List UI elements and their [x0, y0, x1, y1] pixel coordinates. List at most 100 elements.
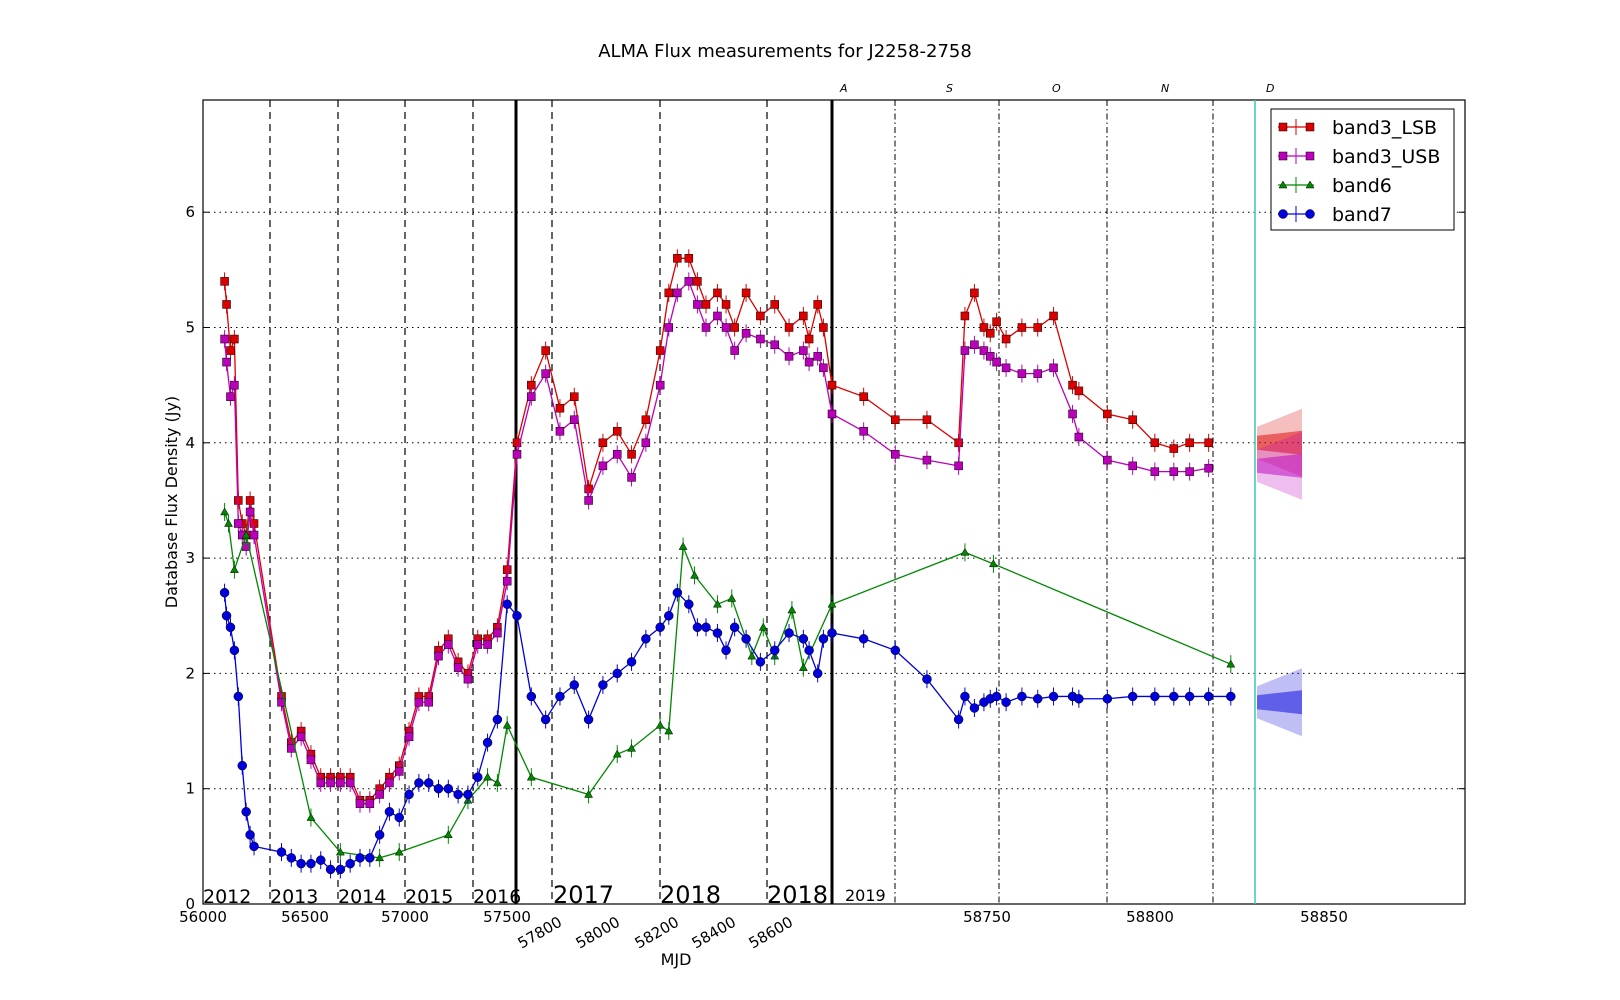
data-point: [664, 611, 674, 621]
data-point: [954, 438, 963, 448]
data-point: [365, 799, 375, 808]
year-label: 2016: [473, 886, 521, 908]
data-point: [721, 645, 731, 656]
data-point: [569, 680, 580, 690]
data-point: [527, 392, 536, 401]
data-point: [827, 380, 837, 390]
data-point: [1017, 369, 1027, 378]
data-point: [727, 593, 737, 602]
data-point: [1305, 122, 1315, 132]
data-point: [819, 363, 828, 373]
data-point: [1128, 415, 1137, 424]
y-tick-label: 0: [185, 895, 195, 913]
data-point: [598, 680, 608, 690]
data-point: [655, 380, 665, 390]
data-point: [770, 340, 779, 350]
data-point: [394, 812, 404, 823]
y-tick-label: 1: [185, 780, 195, 798]
data-point: [540, 714, 551, 725]
data-point: [220, 334, 229, 344]
data-point: [1150, 438, 1160, 448]
data-point: [463, 674, 473, 684]
data-point: [627, 450, 636, 459]
data-point: [316, 855, 326, 865]
data-point: [713, 288, 722, 298]
series-band3_LSB: [220, 249, 1213, 810]
year-separator-lines: [269, 100, 1214, 904]
data-point: [237, 760, 247, 771]
data-point: [502, 720, 512, 729]
series-line: [223, 257, 1209, 801]
data-point: [241, 807, 251, 817]
data-point: [482, 737, 493, 748]
month-label: D: [1266, 82, 1274, 95]
data-point: [229, 565, 239, 573]
data-series: [219, 249, 1236, 879]
data-point: [730, 323, 739, 332]
data-point: [1032, 694, 1043, 704]
data-point: [502, 599, 512, 609]
data-point: [812, 668, 823, 679]
data-point: [526, 691, 537, 702]
data-point: [693, 300, 702, 309]
series-line: [223, 511, 1232, 859]
data-point: [245, 507, 255, 517]
data-point: [555, 403, 565, 413]
data-point: [541, 346, 550, 355]
data-point: [701, 622, 711, 633]
data-point: [1150, 467, 1160, 476]
data-point: [673, 254, 682, 263]
data-point: [813, 300, 822, 309]
year-label: 2013: [270, 886, 318, 908]
x-tick-label: 57000: [381, 908, 429, 926]
data-point: [355, 799, 365, 808]
legend-label: band6: [1332, 175, 1392, 197]
data-point: [443, 783, 454, 794]
data-point: [277, 697, 286, 707]
data-point: [453, 663, 463, 672]
data-point: [355, 853, 365, 863]
y-tick-label: 4: [185, 434, 195, 452]
data-point: [922, 455, 932, 465]
x-tick-label: 58400: [689, 913, 739, 952]
data-point: [345, 778, 355, 788]
data-point: [598, 438, 608, 448]
data-point: [230, 334, 239, 344]
x-tick-label: 58750: [963, 908, 1011, 926]
data-point: [1169, 444, 1179, 453]
data-point: [526, 772, 536, 781]
y-tick-label: 2: [185, 664, 195, 682]
data-point: [991, 691, 1002, 702]
data-point: [1001, 334, 1011, 344]
data-point: [1278, 151, 1288, 161]
data-point: [226, 392, 235, 401]
data-point: [404, 789, 414, 800]
data-point: [443, 830, 453, 839]
data-point: [992, 317, 1001, 326]
data-point: [1074, 386, 1084, 396]
data-point: [1127, 691, 1138, 702]
data-point: [555, 427, 565, 436]
data-point: [220, 277, 229, 286]
x-tick-label: 58850: [1300, 908, 1348, 926]
data-point: [225, 622, 236, 633]
series-band7: [219, 583, 1236, 879]
data-point: [798, 663, 808, 671]
data-point: [1068, 409, 1077, 419]
data-point: [986, 329, 995, 338]
data-point: [414, 697, 424, 707]
data-point: [493, 628, 502, 638]
data-point: [756, 311, 765, 321]
data-point: [960, 346, 970, 355]
x-tick-label: 56500: [281, 908, 329, 926]
data-point: [249, 530, 259, 540]
data-point: [375, 853, 385, 862]
data-point: [385, 778, 394, 788]
data-point: [713, 311, 722, 321]
data-point: [395, 767, 404, 776]
data-point: [729, 622, 740, 633]
data-point: [701, 300, 711, 309]
data-point: [483, 772, 492, 781]
legend: band3_LSB band3_USB band6 band7: [1270, 108, 1455, 231]
month-label: N: [1161, 82, 1169, 95]
